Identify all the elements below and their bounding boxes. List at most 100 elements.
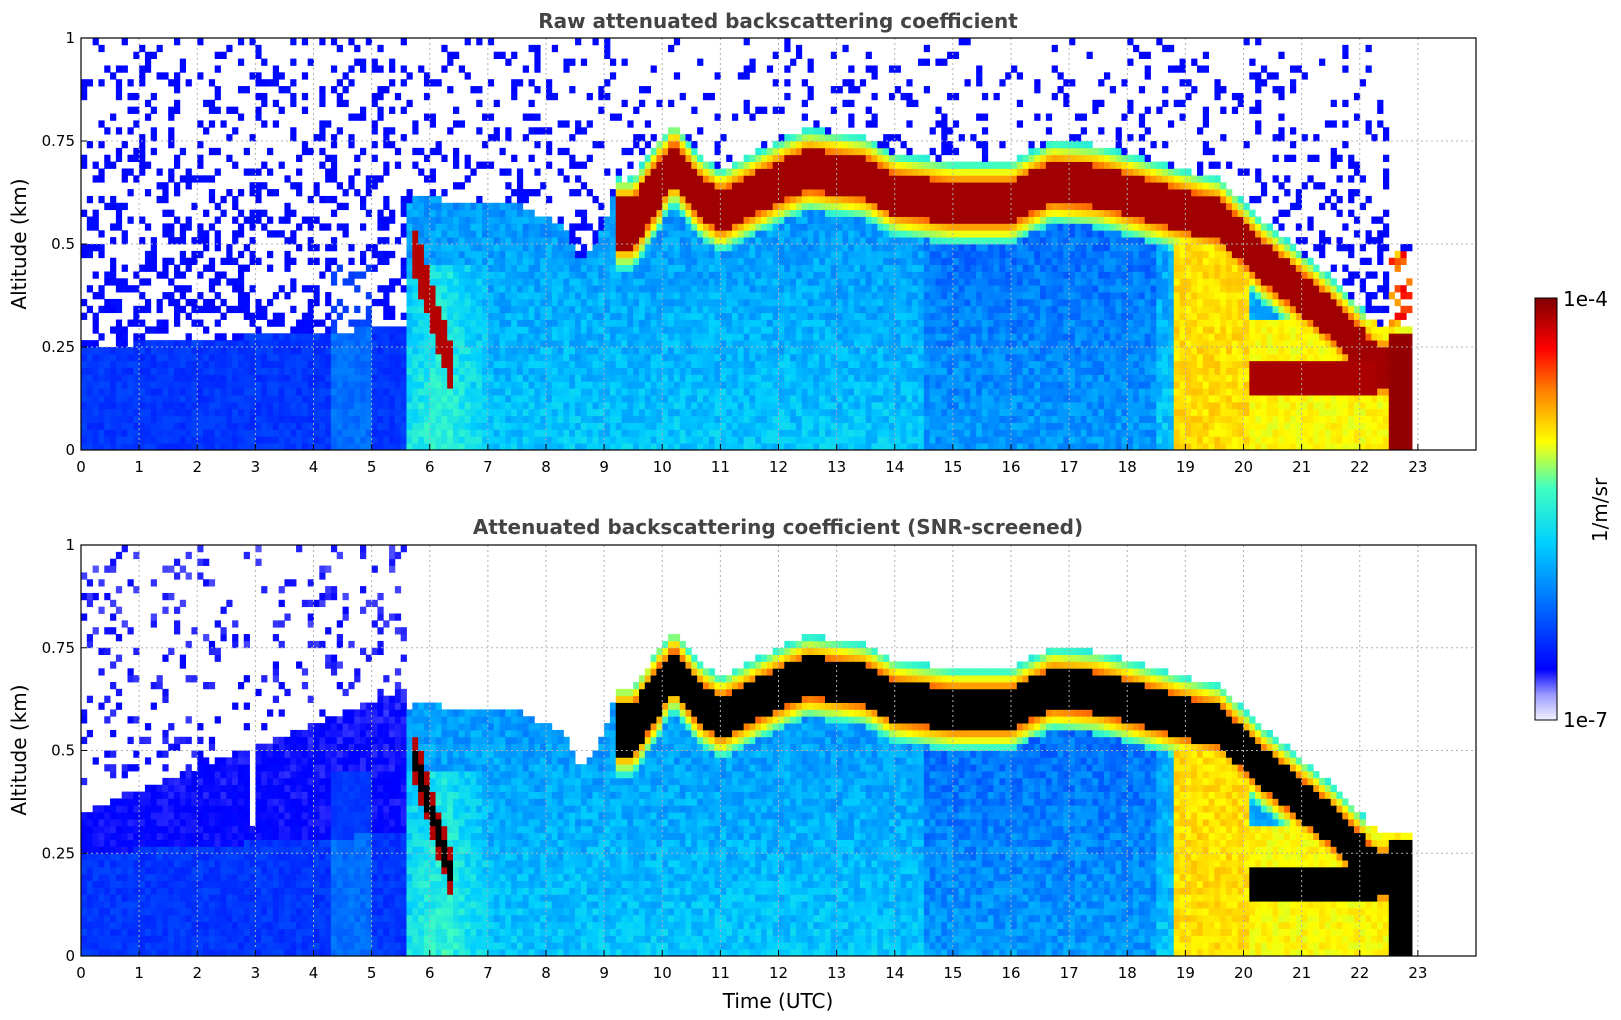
heatmap-cell	[115, 443, 123, 450]
heatmap-cell	[354, 436, 361, 444]
heatmap-cell	[470, 347, 477, 355]
heatmap-cell	[383, 161, 390, 169]
heatmap-cell	[714, 244, 721, 252]
heatmap-cell	[813, 161, 820, 169]
heatmap-cell	[226, 388, 233, 396]
heatmap-cell	[127, 92, 134, 101]
heatmap-cell	[81, 360, 88, 368]
heatmap-cell	[528, 422, 535, 430]
heatmap-cell	[470, 333, 477, 341]
heatmap-cell	[534, 264, 541, 272]
heatmap-cell	[546, 264, 553, 272]
heatmap-cell	[255, 443, 262, 450]
heatmap-cell	[342, 429, 349, 437]
heatmap-cell	[487, 271, 495, 279]
heatmap-cell	[761, 367, 768, 375]
heatmap-cell	[208, 401, 216, 410]
heatmap-cell	[441, 401, 448, 410]
heatmap-cell	[732, 436, 739, 444]
heatmap-cell	[737, 312, 745, 320]
heatmap-cell	[406, 278, 413, 286]
heatmap-cell	[708, 175, 715, 183]
heatmap-cell	[772, 285, 779, 293]
heatmap-cell	[447, 401, 454, 410]
heatmap-cell	[633, 333, 640, 341]
heatmap-cell	[360, 271, 367, 279]
heatmap-cell	[557, 257, 564, 265]
heatmap-cell	[639, 429, 646, 437]
heatmap-cell	[784, 161, 791, 169]
heatmap-cell	[174, 264, 181, 272]
heatmap-cell	[162, 292, 169, 300]
heatmap-cell	[743, 230, 750, 238]
heatmap-cell	[702, 360, 710, 368]
heatmap-cell	[644, 161, 652, 169]
heatmap-cell	[691, 292, 698, 300]
heatmap-cell	[668, 195, 675, 204]
heatmap-cell	[615, 250, 622, 259]
heatmap-cell	[807, 340, 814, 348]
heatmap-cell	[830, 250, 838, 259]
heatmap-cell	[755, 182, 762, 190]
heatmap-cell	[604, 340, 611, 348]
heatmap-cell	[772, 147, 779, 156]
heatmap-cell	[214, 436, 221, 444]
heatmap-cell	[365, 38, 373, 46]
heatmap-cell	[766, 422, 774, 430]
heatmap-cell	[232, 305, 239, 314]
heatmap-cell	[650, 147, 657, 156]
heatmap-cell	[278, 333, 285, 341]
heatmap-cell	[144, 347, 152, 355]
heatmap-cell	[115, 278, 123, 286]
heatmap-cell	[522, 333, 529, 341]
heatmap-cell	[493, 429, 500, 437]
heatmap-cell	[766, 360, 774, 368]
heatmap-cell	[778, 312, 785, 320]
heatmap-cell	[656, 347, 663, 355]
heatmap-cell	[784, 195, 791, 204]
heatmap-cell	[127, 395, 134, 403]
heatmap-cell	[476, 353, 483, 362]
heatmap-cell	[598, 436, 605, 444]
heatmap-cell	[284, 216, 291, 224]
heatmap-cell	[104, 443, 111, 450]
heatmap-cell	[203, 395, 210, 403]
heatmap-cell	[749, 353, 756, 362]
heatmap-cell	[644, 292, 652, 300]
heatmap-cell	[749, 436, 756, 444]
heatmap-cell	[272, 79, 280, 87]
heatmap-cell	[761, 250, 768, 259]
heatmap-cell	[662, 285, 669, 293]
heatmap-cell	[371, 381, 378, 389]
heatmap-cell	[383, 422, 390, 430]
heatmap-cell	[604, 264, 611, 272]
heatmap-cell	[813, 305, 820, 314]
heatmap-cell	[801, 285, 808, 293]
heatmap-cell	[98, 250, 105, 259]
heatmap-cell	[790, 202, 797, 211]
heatmap-cell	[441, 360, 448, 368]
heatmap-cell	[650, 230, 657, 238]
heatmap-cell	[644, 395, 652, 403]
heatmap-cell	[493, 388, 500, 396]
heatmap-cell	[708, 353, 715, 362]
heatmap-cell	[232, 353, 239, 362]
heatmap-cell	[813, 182, 820, 190]
heatmap-cell	[179, 374, 187, 382]
heatmap-cell	[493, 443, 500, 450]
heatmap-cell	[586, 271, 593, 279]
heatmap-cell	[668, 202, 675, 211]
heatmap-cell	[423, 340, 431, 348]
heatmap-cell	[761, 106, 768, 114]
heatmap-cell	[499, 381, 506, 389]
heatmap-cell	[243, 244, 250, 252]
heatmap-cell	[261, 79, 268, 87]
heatmap-cell	[697, 189, 704, 197]
heatmap-cell	[197, 72, 204, 80]
heatmap-cell	[313, 436, 320, 444]
heatmap-cell	[784, 216, 791, 224]
heatmap-cell	[726, 312, 733, 320]
heatmap-cell	[609, 202, 617, 211]
heatmap-cell	[702, 326, 710, 334]
heatmap-cell	[127, 106, 134, 114]
